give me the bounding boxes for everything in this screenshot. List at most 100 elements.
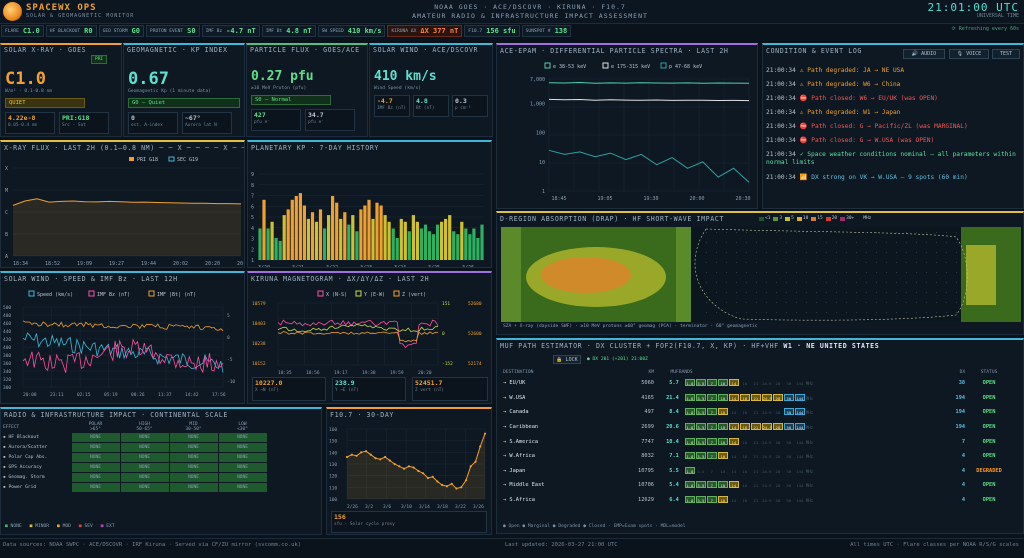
land-dot (906, 292, 907, 293)
ticker-label: PROTON EVENT (149, 28, 184, 34)
muf-row[interactable]: → S.America 7747 10.4 1.8 3.5 7 10 14 18 21 24.9 28… (503, 434, 1013, 449)
footer-bar: Data sources: NOAA SWPC · ACE/DSCOVR · I… (0, 538, 1024, 558)
drap-legend-item: 3 (773, 216, 782, 221)
mag-series-line (277, 319, 439, 349)
kp-bar (468, 234, 472, 260)
xray-sub-source: PRI:G18 Src · Sat (59, 112, 109, 134)
band-unit: MHz (805, 381, 814, 387)
land-dot (956, 302, 957, 303)
drap-legend-item: MHz (857, 216, 871, 221)
muf-row[interactable]: → Middle East 10706 5.4 1.8 3.5 7 10 14 18 21 24.9… (503, 478, 1013, 493)
land-dot (886, 242, 887, 243)
land-dot (806, 292, 807, 293)
land-dot (856, 272, 857, 273)
kp-bar (411, 215, 415, 260)
land-dot (716, 302, 717, 303)
f107-point (441, 483, 444, 487)
xray-line (12, 198, 242, 206)
impact-cell: NONE (70, 452, 121, 463)
kp-bar (456, 234, 460, 260)
test-button[interactable]: TEST (992, 49, 1020, 59)
muf-value: 5.7 (669, 380, 679, 387)
land-dot (846, 272, 847, 273)
kp-status-badge: G0 — Quiet (128, 98, 240, 108)
land-dot (826, 242, 827, 243)
drap-caption: SZA + X-ray (dayside SWF) · ≥10 MeV prot… (503, 324, 758, 329)
log-text: ⛔ Path closed: G → W.USA (was OPEN) (799, 137, 935, 145)
f107-title: F10.7 · 30-DAY (330, 411, 394, 419)
land-dot (816, 232, 817, 233)
impact-legend-item: ■ EXT (100, 524, 115, 529)
land-dot (786, 312, 787, 313)
band-chip: 10 (717, 408, 728, 416)
x-tick-label: 18:34 (13, 261, 28, 267)
band-chip: 1.8 (684, 452, 695, 460)
muf-row[interactable]: → W.Africa 8032 7.1 1.8 3.5 7 10 14 18 21 24.9 28 50… (503, 449, 1013, 464)
log-time: 21:00:34 (766, 81, 796, 89)
muf-row[interactable]: → S.Africa 12629 6.4 1.8 3.5 7 10 14 18 21 24.9 28 5… (503, 493, 1013, 508)
land-dot (706, 262, 707, 263)
land-dot (766, 282, 767, 283)
muf-dx-count: 194 (955, 409, 966, 416)
muf-row[interactable]: → EU/UK 5060 5.7 1.8 3.5 7 10 14 18 21 24.9 28 50 144… (503, 376, 1013, 391)
land-dot (716, 292, 717, 293)
band-chip: 144 (794, 393, 805, 401)
land-dot (926, 292, 927, 293)
f107-panel: F10.7 · 30-DAY 160 150 140 130 120 110 100 2/26… (326, 407, 492, 535)
log-text: ⛔ Path closed: W6 → EU/UK (was OPEN) (799, 95, 938, 103)
f107-point (431, 475, 434, 478)
land-dot (876, 262, 877, 263)
land-dot (806, 312, 807, 313)
audio-toggle-button[interactable]: 🔊 AUDIO (903, 49, 945, 59)
kp-bar (306, 218, 310, 260)
terminator-line (694, 228, 968, 321)
band-chip: 7 (706, 481, 717, 489)
x-tick-label: 3/20 (258, 265, 270, 268)
muf-row[interactable]: → W.USA 4165 21.4 1.8 3.5 7 10 14 18 21 24.9 28 50 14… (503, 391, 1013, 406)
event-log-panel: CONDITION & EVENT LOG 🔊 AUDIO 🎙 VOICE TE… (762, 43, 1024, 209)
muf-dx-count: 4 (961, 497, 966, 504)
x-tick-label: 20:40 (237, 261, 244, 267)
legend-swatch (88, 290, 95, 297)
kp-bar (310, 212, 315, 260)
land-dot (916, 262, 917, 263)
land-dot (836, 262, 837, 263)
muf-legend: ● Open ● Marginal ● Degraded ● Closed · … (503, 524, 686, 529)
muf-row[interactable]: → Japan 10795 5.5 1.8 3.5 7 10 14 18 21 24.9 28 50 14… (503, 464, 1013, 479)
particle-flux-card: PARTICLE FLUX · GOES/ACE 0.27 pfu ≥10 Me… (246, 43, 368, 137)
land-dot (866, 312, 867, 313)
lock-button[interactable]: 🔒 LOCK (553, 355, 581, 364)
swind-sub-bz: -4.7 IMF Bz (nT) (374, 95, 410, 117)
band-chip: 18 (742, 439, 748, 445)
muf-status: OPEN (982, 380, 996, 387)
y-tick-label: M (5, 188, 8, 194)
land-dot (736, 242, 737, 243)
land-dot (836, 292, 837, 293)
mag-series-line (277, 323, 439, 333)
x-tick-label: 19:09 (77, 261, 92, 267)
header-sources: NOAA GOES · ACE/DSCOVR · KIRUNA · F10.7 (434, 3, 626, 11)
status-ticker: FLARE C1.0 HF BLACKOUT R0 GEO STORM G0 PROTON … (0, 25, 572, 38)
kp-bar (367, 199, 371, 260)
y-tick-label: 5 (251, 215, 254, 221)
muf-row[interactable]: → Canada 497 8.4 1.8 3.5 7 10 14 18 21 24.9 28 50 144… (503, 405, 1013, 420)
drap-world-map[interactable] (501, 227, 1021, 322)
land-dot (726, 272, 727, 273)
voice-toggle-button[interactable]: 🎙 VOICE (949, 49, 989, 59)
ticker-label: GEO STORM (102, 28, 128, 34)
band-chip: 10 (717, 437, 728, 445)
land-dot (956, 232, 957, 233)
event-log-title: CONDITION & EVENT LOG (766, 47, 862, 55)
muf-dx-count: 4 (961, 467, 966, 474)
muf-row[interactable]: → Caribbean 2699 20.6 1.8 3.5 7 10 14 18 21 24.9 28… (503, 420, 1013, 435)
legend-swatch (28, 290, 35, 297)
impact-cell: NONE (217, 452, 268, 463)
ticker-item: IMF Bt 4.8 nT (261, 25, 316, 37)
band-chip: 10 (717, 379, 728, 387)
land-dot (956, 242, 957, 243)
land-dot (806, 242, 807, 243)
land-dot (856, 292, 857, 293)
land-dot (956, 262, 957, 263)
land-dot (776, 312, 777, 313)
impact-cell: NONE (217, 472, 268, 483)
